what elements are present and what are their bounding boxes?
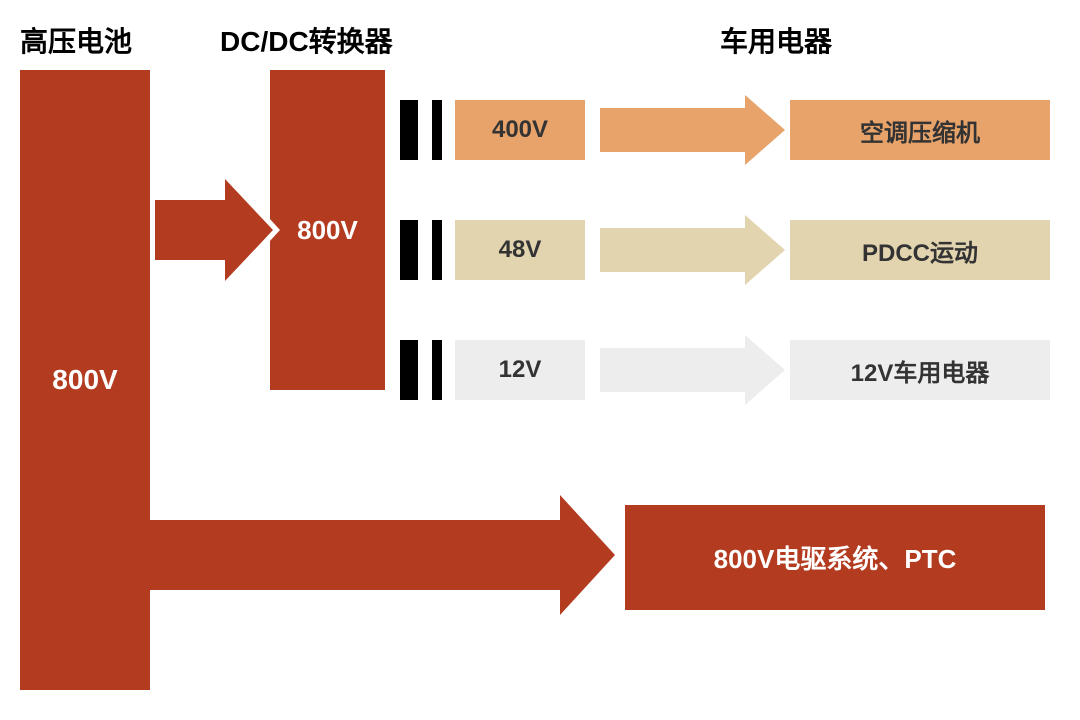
battery-block: 800V (20, 70, 150, 690)
direct-arrow-head (560, 495, 615, 615)
direct-output-box: 800V电驱系统、PTC (625, 505, 1045, 610)
voltage-box: 400V (455, 100, 585, 160)
connector-bar-left (400, 340, 418, 400)
connector-bar-right (432, 340, 442, 400)
appliance-box: 12V车用电器 (790, 340, 1050, 400)
output-arrow-head (745, 335, 785, 405)
output-arrow (600, 348, 745, 392)
header-converter: DC/DC转换器 (220, 20, 393, 60)
header-battery: 高压电池 (20, 20, 132, 60)
appliance-box: 空调压缩机 (790, 100, 1050, 160)
direct-arrow (150, 520, 560, 590)
connector-bar-right (432, 220, 442, 280)
output-arrow-head (745, 215, 785, 285)
output-arrow (600, 108, 745, 152)
voltage-box: 48V (455, 220, 585, 280)
header-appliance: 车用电器 (720, 20, 832, 60)
arrow-head-inner (225, 179, 273, 281)
connector-bar-left (400, 220, 418, 280)
voltage-box: 12V (455, 340, 585, 400)
converter-block: 800V (270, 70, 385, 390)
output-arrow-head (745, 95, 785, 165)
appliance-box: PDCC运动 (790, 220, 1050, 280)
output-arrow (600, 228, 745, 272)
connector-bar-right (432, 100, 442, 160)
battery-to-converter-arrow (150, 195, 225, 265)
connector-bar-left (400, 100, 418, 160)
